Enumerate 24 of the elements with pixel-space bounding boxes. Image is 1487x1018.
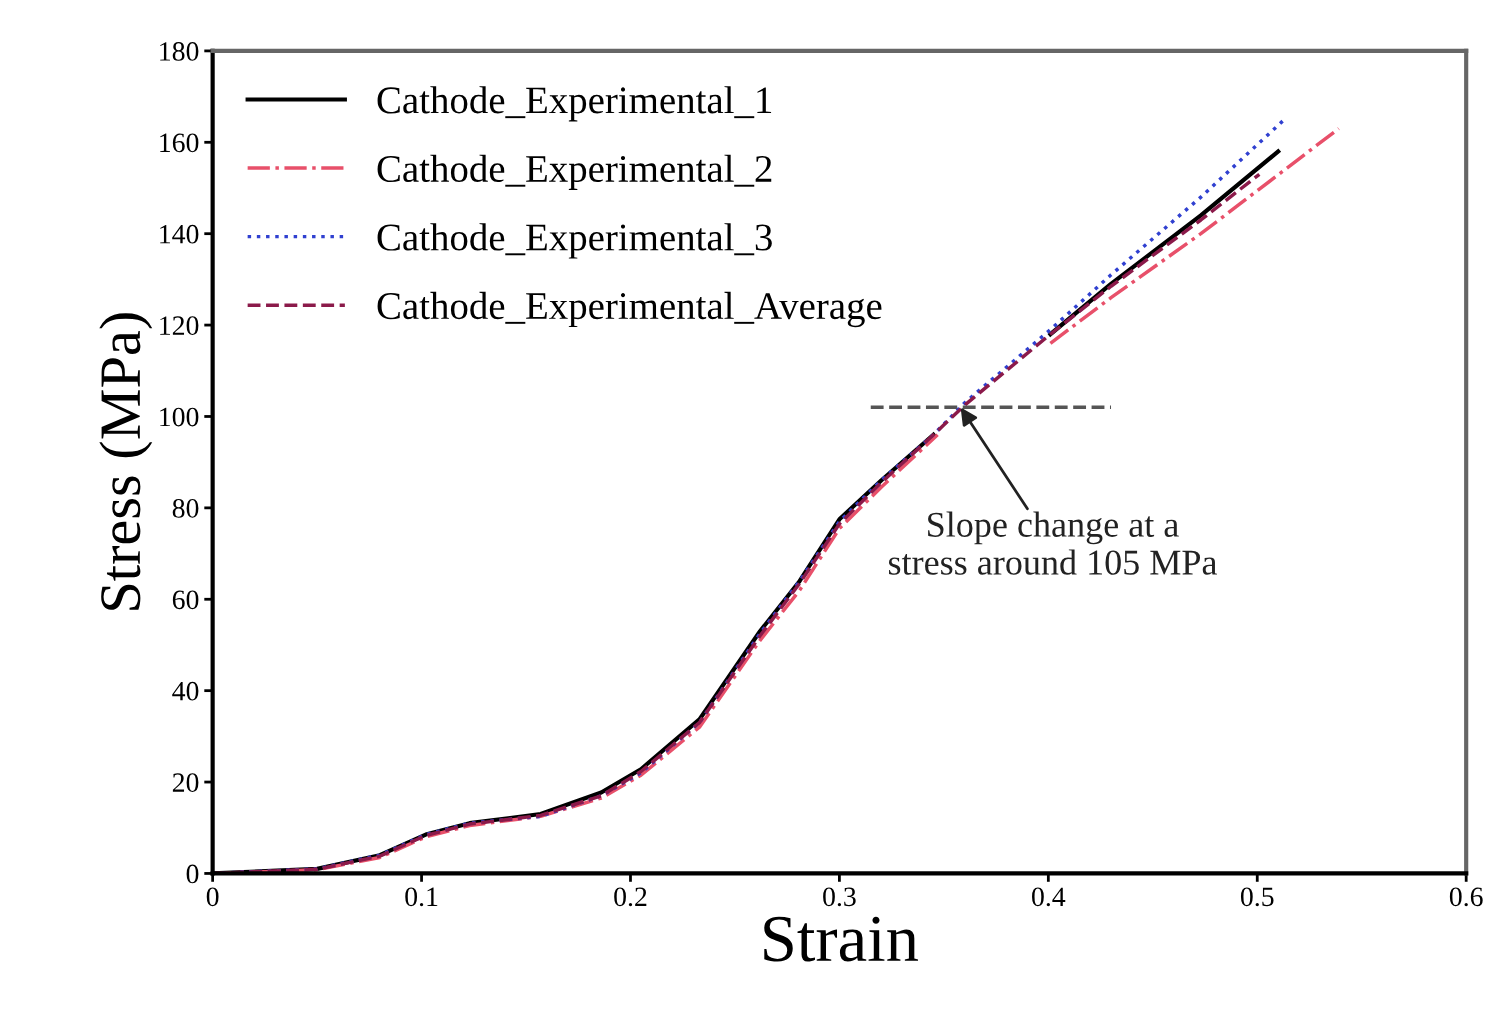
- y-axis-title: Stress (MPa): [99, 313, 153, 610]
- x-tick-label: 0: [206, 887, 219, 907]
- y-tick-label: 140: [160, 224, 199, 244]
- y-tick-label: 0: [186, 864, 199, 884]
- annotation: Slope change at a stress around 105 MPa: [889, 511, 1218, 575]
- x-tick-label: 0.3: [823, 887, 856, 907]
- x-axis-title: Strain: [764, 916, 919, 962]
- x-tick-label: 0.5: [1240, 887, 1274, 907]
- x-tick-label: 0.6: [1449, 887, 1483, 907]
- y-tick-label: 120: [160, 316, 199, 335]
- legend-label: Cathode_Experimental_2: [377, 154, 772, 190]
- legend-label: Cathode_Experimental_Average: [377, 291, 882, 328]
- y-tick-label: 60: [172, 590, 199, 610]
- legend-label: Cathode_Experimental_1: [377, 86, 772, 122]
- y-tick-label: 160: [160, 133, 199, 153]
- y-tick-label: 180: [160, 42, 199, 61]
- y-tick-label: 100: [160, 407, 199, 427]
- x-tick-label: 0.4: [1032, 887, 1066, 907]
- x-tick-label: 0.2: [614, 887, 647, 907]
- y-tick-label: 40: [172, 681, 199, 701]
- x-tick-label: 0.1: [405, 887, 438, 907]
- y-tick-label: 20: [172, 773, 199, 792]
- y-tick-label: 80: [172, 499, 199, 518]
- legend-label: Cathode_Experimental_3: [377, 223, 772, 259]
